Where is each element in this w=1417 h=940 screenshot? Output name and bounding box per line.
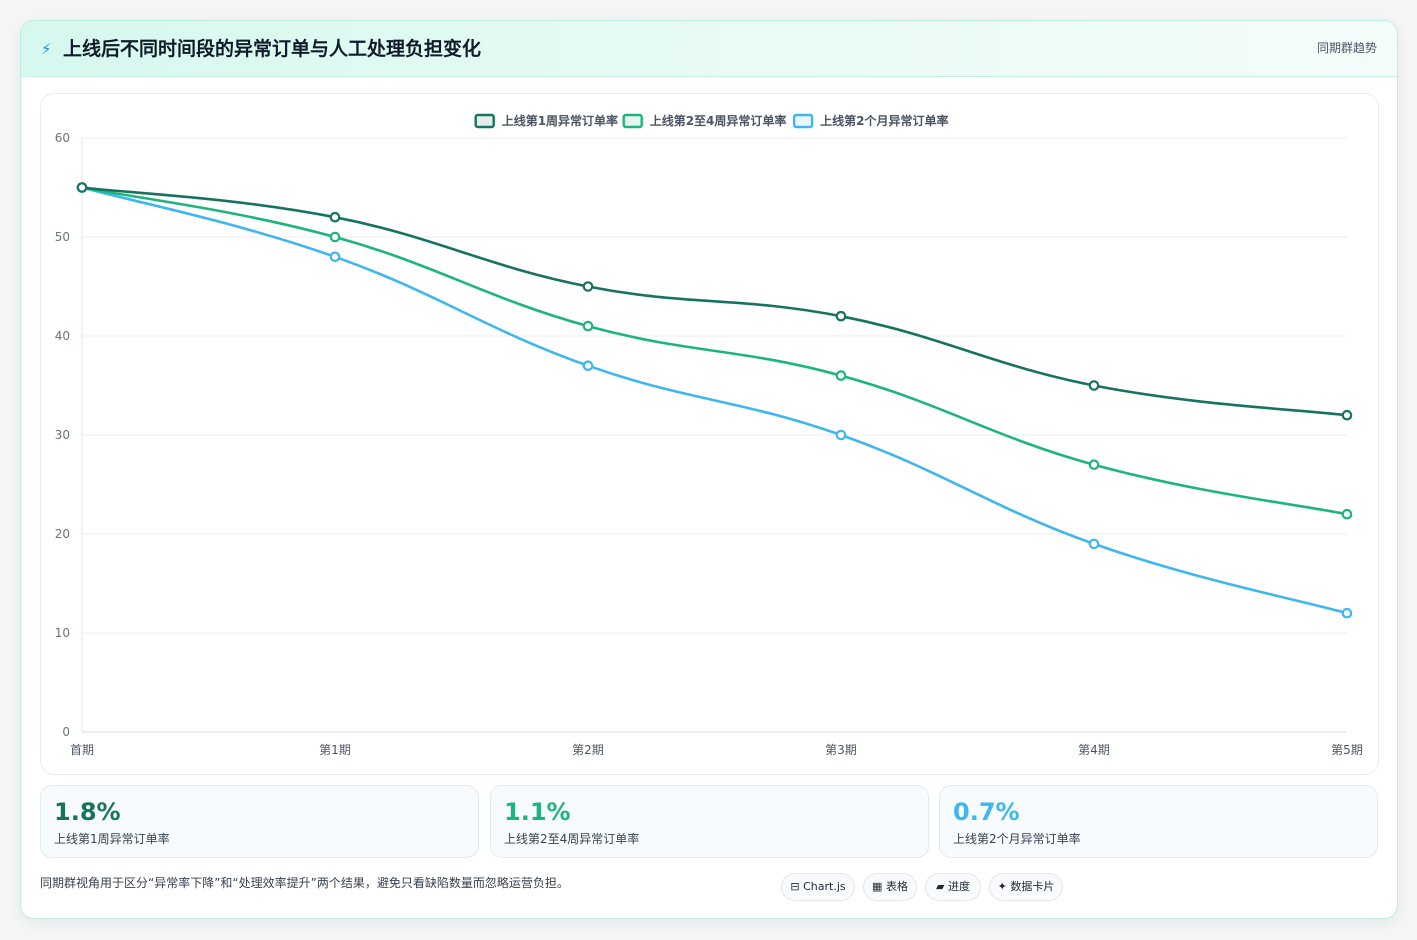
- data-point: [835, 429, 847, 441]
- table-icon: ▦: [872, 880, 883, 893]
- y-tick-label: 10: [55, 626, 70, 640]
- data-point: [1088, 459, 1100, 470]
- data-point: [582, 281, 594, 292]
- page-title: 上线后不同时间段的异常订单与人工处理负担变化: [63, 38, 482, 60]
- legend-swatch: [474, 113, 495, 129]
- data-point: [329, 211, 341, 223]
- x-tick-label: 第3期: [825, 743, 857, 757]
- chip-chartjs[interactable]: ⊟ Chart.js: [781, 873, 855, 901]
- data-point: [835, 370, 847, 381]
- data-point: [1341, 508, 1353, 520]
- stat-label: 上线第1周异常订单率: [54, 832, 170, 846]
- chart-card: ⚡ 上线后不同时间段的异常订单与人工处理负担变化 同期群趋势 0 10 20 30 40…: [20, 20, 1398, 919]
- y-tick-label: 20: [55, 527, 70, 541]
- series-line: [80, 186, 1349, 516]
- chip-label: Chart.js: [803, 880, 846, 893]
- data-point: [835, 310, 847, 322]
- series-line: [80, 186, 1349, 615]
- y-tick-label: 40: [55, 329, 70, 343]
- x-tick-label: 第4期: [1078, 743, 1110, 757]
- data-point: [1341, 607, 1353, 619]
- stat-value: 1.1%: [504, 798, 571, 826]
- stat-card-month2: 0.7% 上线第2个月异常订单率: [939, 785, 1378, 858]
- data-point: [329, 231, 341, 243]
- data-point: [1341, 409, 1353, 421]
- chip-label: 数据卡片: [1010, 880, 1055, 893]
- chip-label: 进度: [947, 880, 970, 893]
- stat-card-week1: 1.8% 上线第1周异常订单率: [40, 785, 479, 858]
- stat-value: 1.8%: [54, 798, 121, 826]
- stat-cards: 1.8% 上线第1周异常订单率 1.1% 上线第2至4周异常订单率 0.7% 上…: [40, 785, 1379, 858]
- data-point: [582, 320, 594, 332]
- data-point: [1088, 538, 1100, 550]
- footer-note: 同期群视角用于区分“异常率下降”和“处理效率提升”两个结果，避免只看缺陷数量而忽…: [40, 876, 569, 890]
- chart-icon: ⊟: [790, 880, 800, 893]
- sparkle-icon: ✦: [997, 880, 1007, 893]
- chip-progress[interactable]: ▰ 进度: [925, 873, 981, 901]
- legend-swatch: [622, 113, 643, 129]
- data-point: [76, 182, 88, 193]
- chip-label: 表格: [885, 880, 908, 893]
- header-tag: 同期群趋势: [1316, 41, 1377, 55]
- y-tick-label: 30: [55, 428, 70, 442]
- y-tick-label: 0: [62, 725, 70, 739]
- card-header: ⚡ 上线后不同时间段的异常订单与人工处理负担变化 同期群趋势: [21, 21, 1397, 77]
- x-tick-label: 第1期: [319, 743, 351, 757]
- progress-icon: ▰: [936, 880, 945, 893]
- legend-label: 上线第1周异常订单率: [502, 113, 618, 128]
- y-tick-label: 50: [55, 230, 70, 244]
- legend-swatch: [792, 113, 814, 129]
- data-point: [1088, 380, 1100, 391]
- stat-card-week2-4: 1.1% 上线第2至4周异常订单率: [490, 785, 929, 858]
- line-chart: 0 10 20 30 40 50 60 首期 第1期 第2期 第3期 第4期 第5期 上线第1周异常订单率…: [40, 93, 1379, 775]
- stat-label: 上线第2个月异常订单率: [953, 832, 1081, 846]
- stat-value: 0.7%: [953, 798, 1020, 826]
- data-point: [582, 360, 594, 371]
- chip-data-card[interactable]: ✦ 数据卡片: [989, 873, 1063, 901]
- x-tick-label: 第5期: [1331, 743, 1363, 757]
- data-point: [329, 251, 341, 263]
- stat-label: 上线第2至4周异常订单率: [504, 832, 640, 846]
- chip-table[interactable]: ▦ 表格: [863, 873, 917, 901]
- series-line: [80, 186, 1349, 417]
- x-tick-label: 首期: [70, 743, 94, 757]
- x-tick-label: 第2期: [572, 743, 604, 757]
- legend-label: 上线第2至4周异常订单率: [650, 113, 787, 128]
- y-tick-label: 60: [55, 131, 70, 145]
- chart-svg: 0 10 20 30 40 50 60 首期 第1期 第2期 第3期 第4期 第5期 上线第1周异常订单率…: [55, 113, 1363, 757]
- lightning-icon: ⚡: [41, 40, 52, 58]
- legend-label: 上线第2个月异常订单率: [820, 113, 948, 128]
